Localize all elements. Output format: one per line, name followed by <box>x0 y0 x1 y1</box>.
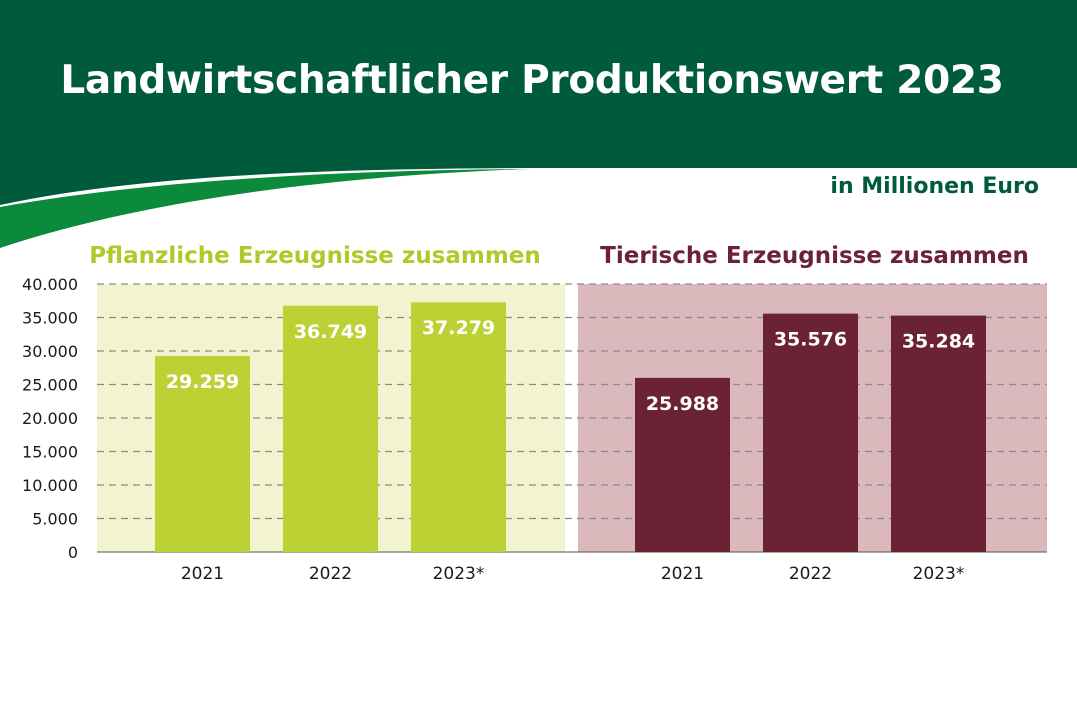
y-tick-label: 10.000 <box>22 476 78 495</box>
x-tick-label: 2021 <box>181 564 224 584</box>
bar-value-label: 25.988 <box>646 393 719 415</box>
bar-value-label: 35.576 <box>774 329 847 351</box>
bars: 29.259 36.749 37.279 25.988 35.576 35.284 <box>155 302 986 552</box>
y-tick-label: 0 <box>68 543 78 562</box>
y-tick-label: 35.000 <box>22 309 78 328</box>
y-tick-label: 40.000 <box>22 275 78 294</box>
bar-1-2022 <box>283 305 378 552</box>
panel-title-1: Pflanzliche Erzeugnisse zusammen <box>89 243 541 269</box>
y-tick-label: 25.000 <box>22 376 78 395</box>
unit-label: in Millionen Euro <box>830 174 1039 199</box>
bar-value-label: 36.749 <box>294 321 367 343</box>
bar-value-label: 35.284 <box>902 331 975 353</box>
x-tick-label: 2022 <box>309 564 352 584</box>
y-tick-label: 30.000 <box>22 342 78 361</box>
gridlines <box>97 283 1047 553</box>
bar-value-label: 37.279 <box>422 317 495 339</box>
y-tick-label: 5.000 <box>32 510 78 529</box>
bar-1-2021 <box>155 355 250 552</box>
bar-2-2022 <box>763 313 858 552</box>
bar-2-2021 <box>635 377 730 552</box>
header-swoosh <box>0 169 530 248</box>
x-tick-label: 2023* <box>913 564 965 584</box>
panel-titles: Pflanzliche Erzeugnisse zusammen Tierisch… <box>89 243 1029 269</box>
y-tick-label: 15.000 <box>22 443 78 462</box>
bar-1-2023 <box>411 302 506 552</box>
bar-value-label: 29.259 <box>166 371 239 393</box>
header-background <box>0 0 1077 205</box>
x-tick-label: 2022 <box>789 564 832 584</box>
x-tick-label: 2021 <box>661 564 704 584</box>
x-tick-label: 2023* <box>433 564 485 584</box>
bar-2-2023 <box>891 315 986 552</box>
page-title: Landwirtschaftlicher Produktionswert 202… <box>60 58 1004 103</box>
panel-title-2: Tierische Erzeugnisse zusammen <box>600 243 1029 269</box>
x-axis: 2021 2022 2023* 2021 2022 2023* <box>181 564 965 584</box>
y-axis: 0 5.000 10.000 15.000 20.000 25.000 30.000 35.0… <box>22 275 78 562</box>
y-tick-label: 20.000 <box>22 409 78 428</box>
header-banner <box>0 0 1077 248</box>
